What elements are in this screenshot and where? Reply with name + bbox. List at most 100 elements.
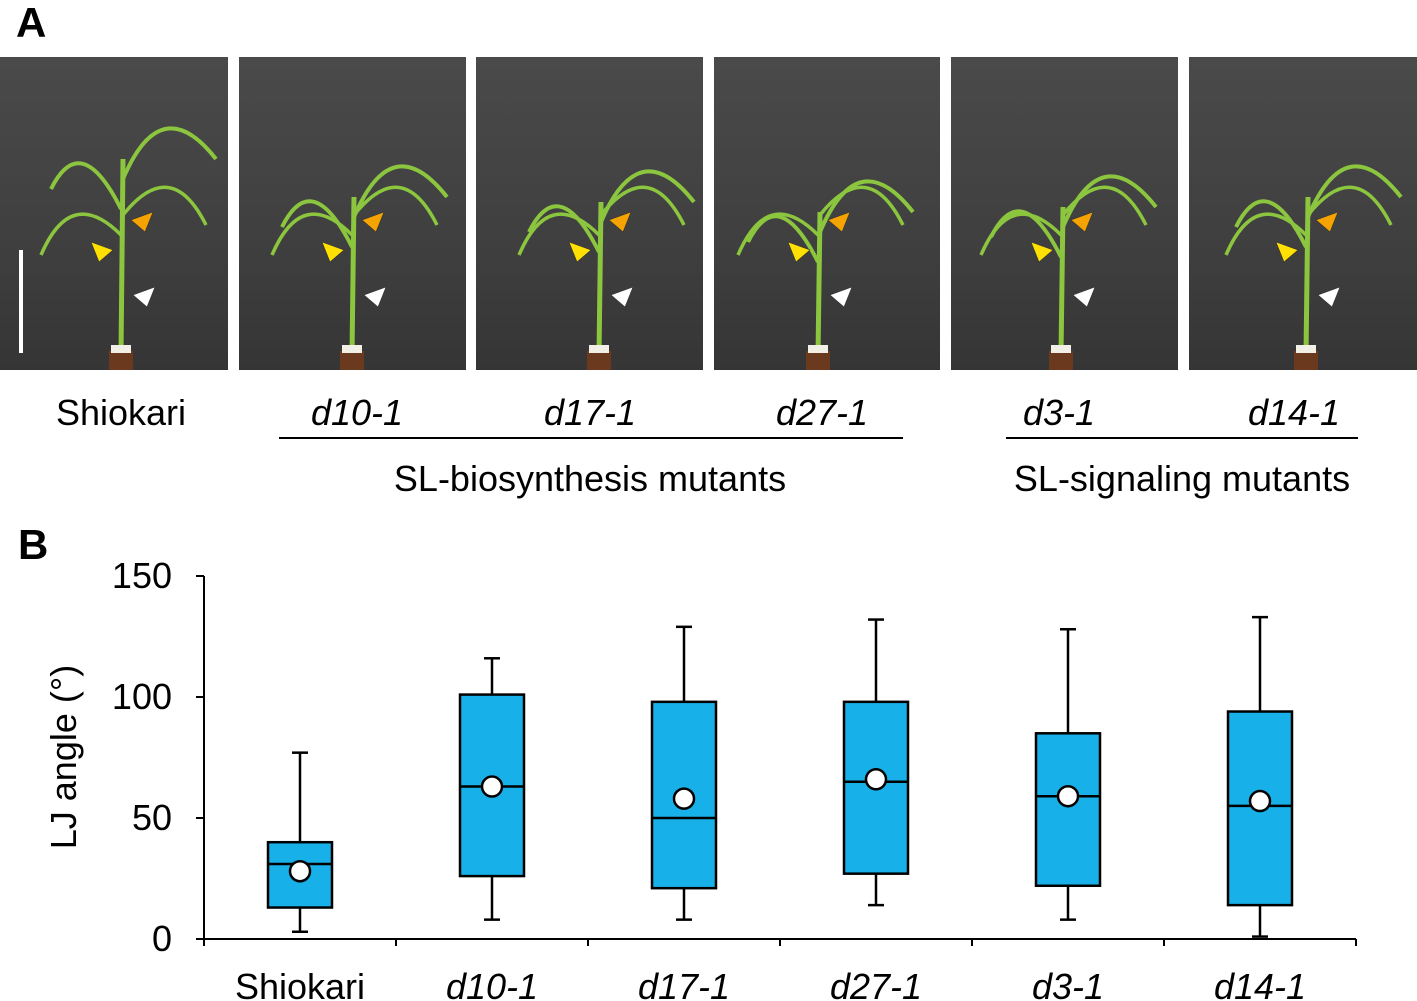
- biosynthesis-group-label: SL-biosynthesis mutants: [393, 458, 787, 499]
- box-d27-1: [842, 618, 910, 907]
- y-tick-label: 50: [132, 797, 172, 838]
- plant-pot-rim: [808, 345, 828, 353]
- signaling-group-line: [1006, 437, 1358, 439]
- plant-drawing: [517, 169, 696, 370]
- photo-label-d27-1: d27-1: [775, 392, 869, 433]
- photo-label-d10-1: d10-1: [310, 392, 404, 433]
- plant-leaf: [1224, 212, 1308, 256]
- box-plot-chart: 0 50 100 150 Shiokari d10-1 d17-1 d27-1 d3-1 d14…: [43, 555, 1357, 1001]
- y-tick-label: 100: [112, 676, 172, 717]
- scale-bar: [19, 250, 23, 353]
- mean-marker: [288, 859, 312, 883]
- box-d3-1: [1034, 627, 1102, 921]
- plant-leaf: [1061, 185, 1148, 226]
- plant-pot: [1049, 351, 1073, 370]
- plant-leaf: [736, 212, 820, 256]
- photo-label-d3-1: d3-1: [1022, 392, 1096, 433]
- plant-drawing: [270, 164, 449, 370]
- plant-leaf: [818, 179, 915, 233]
- x-tick-label: Shiokari: [235, 966, 365, 1001]
- plant-leaf: [280, 199, 354, 248]
- photo-d17-1: [476, 57, 703, 370]
- plant-pot: [340, 351, 364, 370]
- yellow-arrowhead-icon: [321, 241, 345, 263]
- plant-leaf: [979, 212, 1063, 256]
- white-arrowhead-icon: [1317, 286, 1341, 308]
- plant-pot-rim: [1051, 345, 1071, 353]
- plant-pot-rim: [1296, 345, 1316, 353]
- white-arrowhead-icon: [829, 286, 853, 308]
- x-tick-label: d14-1: [1214, 966, 1306, 1001]
- plant-leaf: [121, 126, 218, 180]
- white-arrowhead-icon: [132, 286, 156, 308]
- photo-label-shiokari: Shiokari: [55, 392, 187, 433]
- plant-stem: [815, 211, 823, 356]
- orange-arrowhead-icon: [827, 211, 851, 233]
- y-tick-label: 0: [152, 918, 172, 959]
- plant-leaf: [352, 164, 449, 218]
- x-tick-label: d3-1: [1032, 966, 1104, 1001]
- x-tick-label: d10-1: [446, 966, 538, 1001]
- y-tick-label: 150: [112, 555, 172, 596]
- photo-label-d17-1: d17-1: [543, 392, 637, 433]
- panel-a-letter: A: [16, 0, 47, 46]
- plant-pot-rim: [111, 345, 131, 353]
- white-arrowhead-icon: [1072, 286, 1096, 308]
- photo-d14-1: [1189, 57, 1417, 370]
- mean-marker: [480, 775, 504, 798]
- plant-leaf: [1306, 164, 1403, 218]
- plant-leaf: [746, 214, 820, 263]
- plant-pot: [109, 351, 133, 370]
- plant-pot: [1294, 351, 1318, 370]
- plant-leaf: [1061, 174, 1158, 228]
- orange-arrowhead-icon: [361, 211, 385, 233]
- mean-marker: [864, 768, 888, 791]
- photo-d10-1: [239, 57, 466, 370]
- box-Shiokari: [266, 751, 334, 933]
- plant-stem: [596, 201, 604, 356]
- mean-marker: [672, 787, 696, 810]
- y-axis-label: LJ angle (°): [43, 665, 84, 849]
- orange-arrowhead-icon: [130, 211, 154, 233]
- x-tick-label: d27-1: [830, 966, 922, 1001]
- photo-d3-1: [951, 57, 1178, 370]
- panel-b-letter: B: [18, 521, 49, 568]
- orange-arrowhead-icon: [1315, 211, 1339, 233]
- plant-stem: [1303, 196, 1311, 356]
- plant-leaf: [517, 212, 601, 256]
- biosynthesis-group-line: [279, 437, 903, 439]
- plant-stem: [349, 196, 357, 356]
- x-tick-label: d17-1: [638, 966, 730, 1001]
- white-arrowhead-icon: [363, 286, 387, 308]
- plant-stem: [118, 158, 126, 356]
- white-arrowhead-icon: [610, 286, 634, 308]
- plant-pot-rim: [342, 345, 362, 353]
- yellow-arrowhead-icon: [90, 241, 114, 263]
- yellow-arrowhead-icon: [1030, 241, 1054, 263]
- box-d17-1: [650, 625, 718, 921]
- plant-leaf: [818, 185, 905, 226]
- photo-shiokari: [0, 57, 228, 370]
- plant-leaf: [352, 185, 439, 226]
- yellow-arrowhead-icon: [1275, 241, 1299, 263]
- plant-stem: [1058, 206, 1066, 356]
- plant-leaf: [270, 212, 354, 256]
- plant-drawing: [1224, 164, 1403, 370]
- plant-drawing: [736, 179, 915, 370]
- plant-drawing: [19, 126, 218, 370]
- plant-leaf: [121, 185, 208, 226]
- orange-arrowhead-icon: [608, 211, 632, 233]
- mean-marker: [1248, 789, 1272, 813]
- yellow-arrowhead-icon: [568, 241, 592, 263]
- mean-marker: [1056, 784, 1080, 808]
- plant-leaf: [527, 204, 601, 253]
- plant-leaf: [1234, 199, 1308, 248]
- plant-leaf: [599, 185, 686, 226]
- photo-d27-1: [714, 57, 940, 370]
- orange-arrowhead-icon: [1070, 211, 1094, 233]
- plant-pot: [806, 351, 830, 370]
- plant-pot: [587, 351, 611, 370]
- plant-drawing: [979, 174, 1158, 370]
- box-d10-1: [458, 657, 526, 921]
- photo-label-d14-1: d14-1: [1247, 392, 1341, 433]
